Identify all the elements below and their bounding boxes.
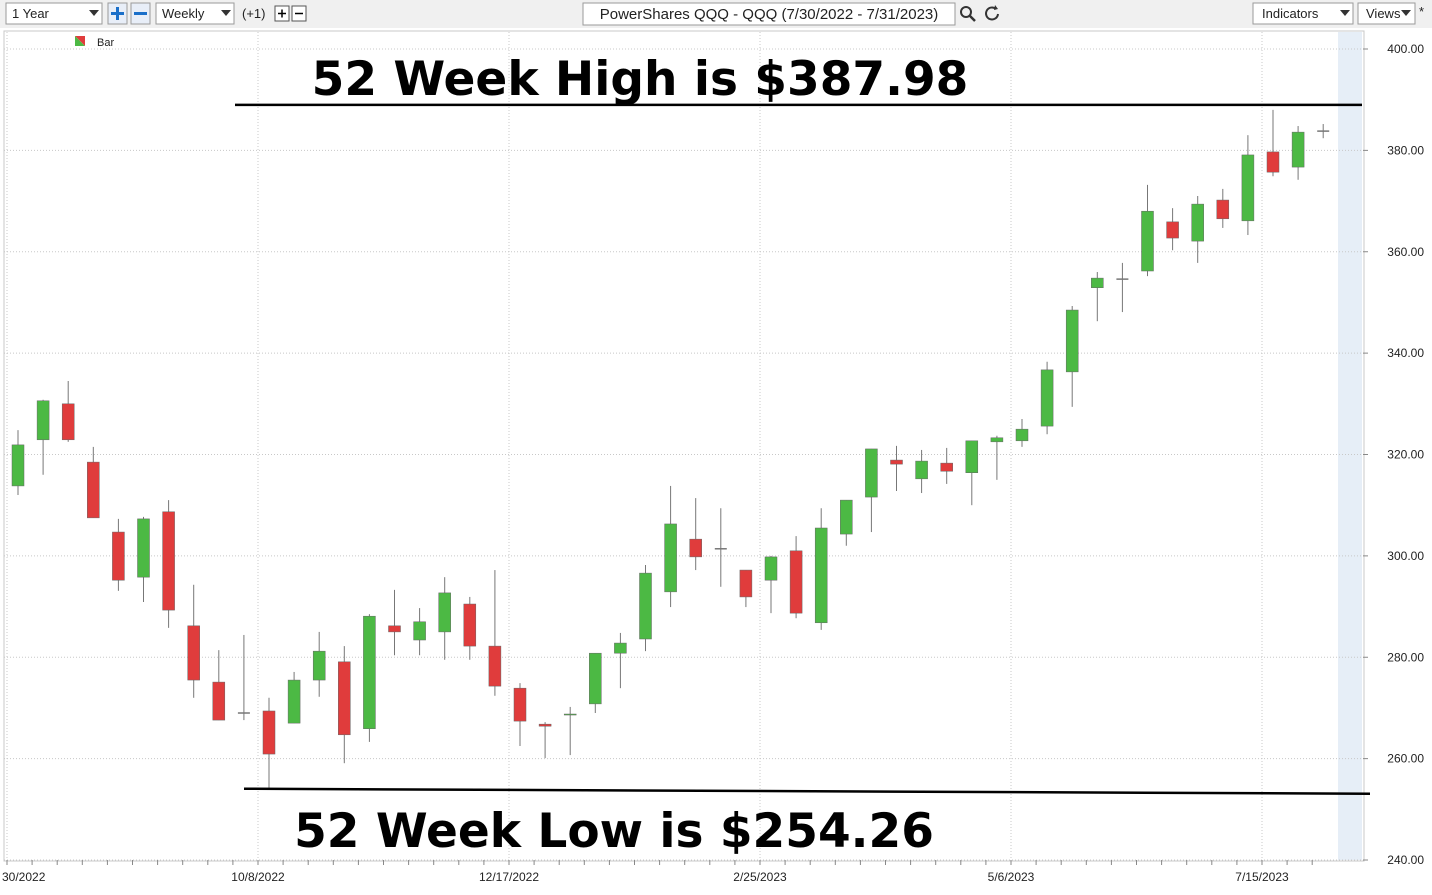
- candle-body: [865, 448, 878, 498]
- candle-body: [639, 572, 652, 640]
- y-tick-label: 400.00: [1387, 42, 1424, 56]
- dropdown-arrow: [89, 10, 99, 16]
- candle-body: [338, 661, 351, 736]
- star-text: *: [1419, 4, 1424, 19]
- candle-body: [1216, 199, 1230, 220]
- refresh-icon[interactable]: [985, 5, 999, 21]
- x-tick-label: 2/25/2023: [733, 870, 787, 884]
- candle-body: [287, 679, 301, 724]
- candle-body: [513, 687, 527, 722]
- y-tick-label: 240.00: [1387, 853, 1424, 867]
- x-tick-label: 12/17/2022: [479, 870, 539, 884]
- y-tick-label: 300.00: [1387, 549, 1424, 563]
- candle-body: [488, 645, 502, 687]
- candle-body: [890, 459, 903, 465]
- candle-body: [1241, 154, 1255, 222]
- candle-body: [664, 523, 677, 593]
- candle-body: [764, 556, 778, 581]
- y-tick-label: 280.00: [1387, 650, 1424, 664]
- candle-body: [739, 569, 753, 598]
- dropdown-arrow: [221, 10, 231, 16]
- future-shade: [1338, 32, 1362, 860]
- candle-body: [363, 615, 376, 729]
- candle-body: [112, 531, 125, 581]
- symbol-title: PowerShares QQQ - QQQ (7/30/2022 - 7/31/…: [600, 6, 939, 23]
- legend-swatch-up: [75, 36, 85, 46]
- candle-body: [1040, 369, 1054, 427]
- candle-body: [614, 642, 627, 654]
- candle-body: [11, 444, 25, 487]
- candle-body: [1166, 221, 1179, 239]
- candle-body: [212, 681, 226, 721]
- candle-body: [814, 527, 828, 624]
- x-tick-label: 5/6/2023: [988, 870, 1035, 884]
- interval-select[interactable]: [155, 2, 235, 25]
- candle-body: [413, 621, 426, 641]
- candle-body: [87, 461, 100, 519]
- candle-body: [1266, 151, 1280, 173]
- candle-body: [463, 603, 477, 647]
- period-text: 1 Year: [12, 6, 50, 21]
- interval-text: Weekly: [162, 6, 205, 21]
- search-icon[interactable]: [960, 6, 976, 22]
- indicators-text: Indicators: [1262, 6, 1319, 21]
- x-tick-label: 7/15/2023: [1235, 870, 1289, 884]
- x-tick-label: 30/2022: [2, 870, 46, 884]
- indicators-select[interactable]: [1252, 2, 1354, 25]
- y-tick-label: 320.00: [1387, 448, 1424, 462]
- x-tick-label: 10/8/2022: [231, 870, 285, 884]
- plot-area: [3, 30, 1365, 862]
- candle-body: [1191, 203, 1204, 242]
- candle-body: [789, 550, 803, 614]
- period-select[interactable]: [5, 2, 103, 25]
- offset-text: (+1): [242, 6, 265, 21]
- legend-label: Bar: [97, 37, 114, 49]
- candle-body: [312, 650, 326, 681]
- symbol-box[interactable]: [582, 2, 956, 26]
- candle-body: [1065, 309, 1079, 373]
- dropdown-arrow: [1340, 10, 1350, 16]
- candle-body: [563, 713, 577, 716]
- plus-icon: [278, 9, 286, 18]
- candle-body: [990, 437, 1004, 443]
- candle-body: [388, 625, 401, 633]
- y-tick-label: 340.00: [1387, 346, 1424, 360]
- candle-body: [1015, 428, 1029, 442]
- candle-body: [187, 625, 200, 681]
- candle-body: [137, 518, 150, 578]
- annotation: 52 Week Low is $254.26: [294, 804, 934, 859]
- dropdown-arrow: [1401, 10, 1411, 16]
- candle-body: [965, 440, 979, 473]
- y-tick-label: 260.00: [1387, 752, 1424, 766]
- candle-body: [589, 652, 602, 705]
- annotation: 52 Week High is $387.98: [312, 52, 969, 107]
- candle-body: [162, 511, 175, 611]
- candle-body: [262, 710, 276, 755]
- candle-body: [36, 400, 50, 441]
- y-tick-label: 380.00: [1387, 143, 1424, 157]
- candle-body: [1141, 210, 1154, 272]
- candle-body: [1291, 131, 1305, 168]
- candle-body: [689, 538, 702, 558]
- candle-body: [61, 403, 75, 441]
- candle-body: [1091, 277, 1104, 288]
- y-tick-label: 360.00: [1387, 245, 1424, 259]
- views-text: Views: [1366, 6, 1401, 21]
- candle-body: [915, 460, 928, 480]
- candle-body: [840, 499, 853, 535]
- candle-body: [438, 592, 451, 633]
- views-select[interactable]: [1357, 2, 1416, 25]
- low-line: [243, 787, 1371, 795]
- candle-body: [940, 462, 953, 472]
- candle-body: [538, 723, 552, 727]
- plus-icon: [111, 7, 124, 20]
